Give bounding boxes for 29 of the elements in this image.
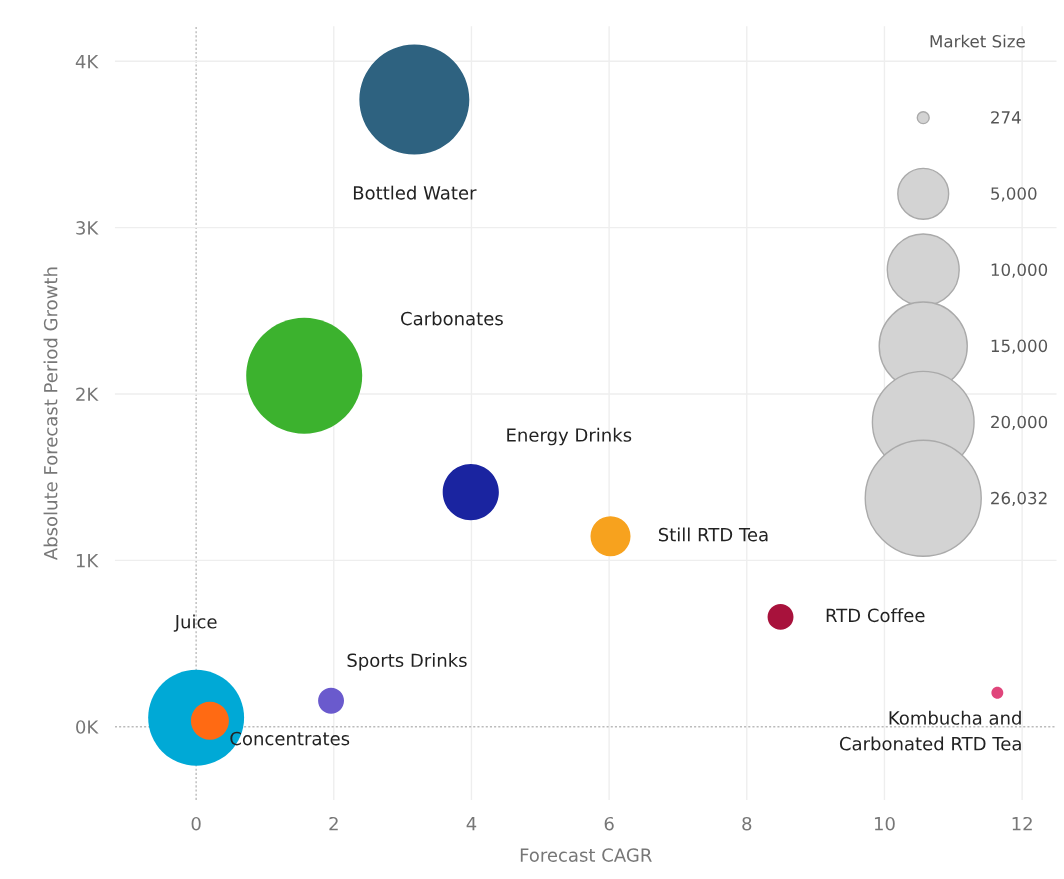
text: Juice <box>173 614 217 632</box>
legend-label: 5,000 <box>991 187 1037 202</box>
y-axis-title: Absolute Forecast Period Growth <box>43 267 58 561</box>
text: Carbonates <box>401 311 503 326</box>
series-label: Kombucha and Carbonated RTD Tea <box>839 710 1021 751</box>
legend-title: Market Size <box>930 34 1025 48</box>
legend-label: 15,000 <box>991 339 1048 354</box>
series-label: RTD Coffee <box>826 608 925 623</box>
legend-label: 20,000 <box>991 415 1048 430</box>
x-axis-title: Forecast CAGR <box>520 848 652 862</box>
series-label: Sports Drinks <box>347 653 467 671</box>
series-label: Still RTD Tea <box>658 527 768 542</box>
x-tick-label: 12 <box>1012 816 1032 831</box>
x-tick-label: 8 <box>742 816 752 831</box>
x-tick-label: 6 <box>604 816 614 831</box>
y-tick-label: 2K <box>76 387 99 401</box>
y-tick-label: 1K <box>76 554 99 568</box>
legend-label: 10,000 <box>991 263 1048 278</box>
x-tick-label: 0 <box>191 816 201 831</box>
y-tick-label: 4K <box>75 55 99 69</box>
legend-label: 274 <box>991 111 1021 124</box>
x-tick-label: 10 <box>874 816 895 831</box>
series-label: Energy Drinks <box>507 427 632 446</box>
y-tick-label: 3K <box>76 221 99 235</box>
y-tick-label: 0K <box>76 720 99 734</box>
x-tick-label: 4 <box>466 817 477 831</box>
x-tick-label: 2 <box>329 816 338 831</box>
text: Bottled Water <box>353 185 477 200</box>
legend-label: 26,032 <box>991 491 1047 507</box>
